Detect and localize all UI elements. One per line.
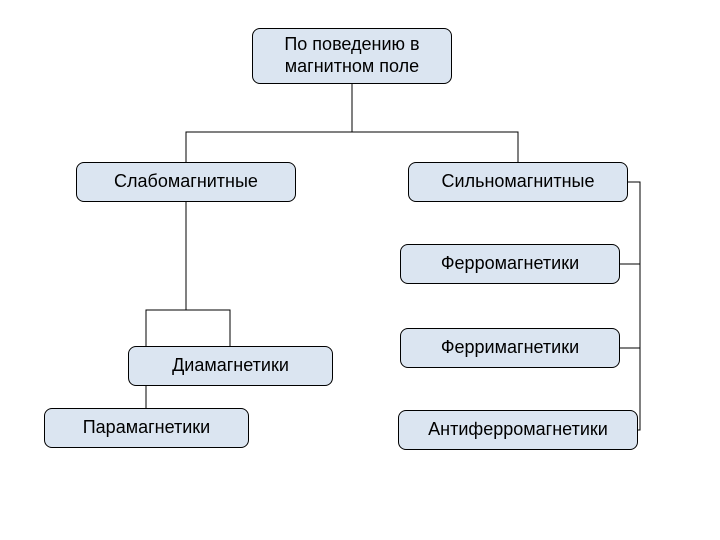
node-anti: Антиферромагнетики: [398, 410, 638, 450]
node-para: Парамагнетики: [44, 408, 249, 448]
node-weak: Слабомагнитные: [76, 162, 296, 202]
node-strong: Сильномагнитные: [408, 162, 628, 202]
node-ferri: Ферримагнетики: [400, 328, 620, 368]
node-dia: Диамагнетики: [128, 346, 333, 386]
node-root: По поведению в магнитном поле: [252, 28, 452, 84]
node-ferro: Ферромагнетики: [400, 244, 620, 284]
